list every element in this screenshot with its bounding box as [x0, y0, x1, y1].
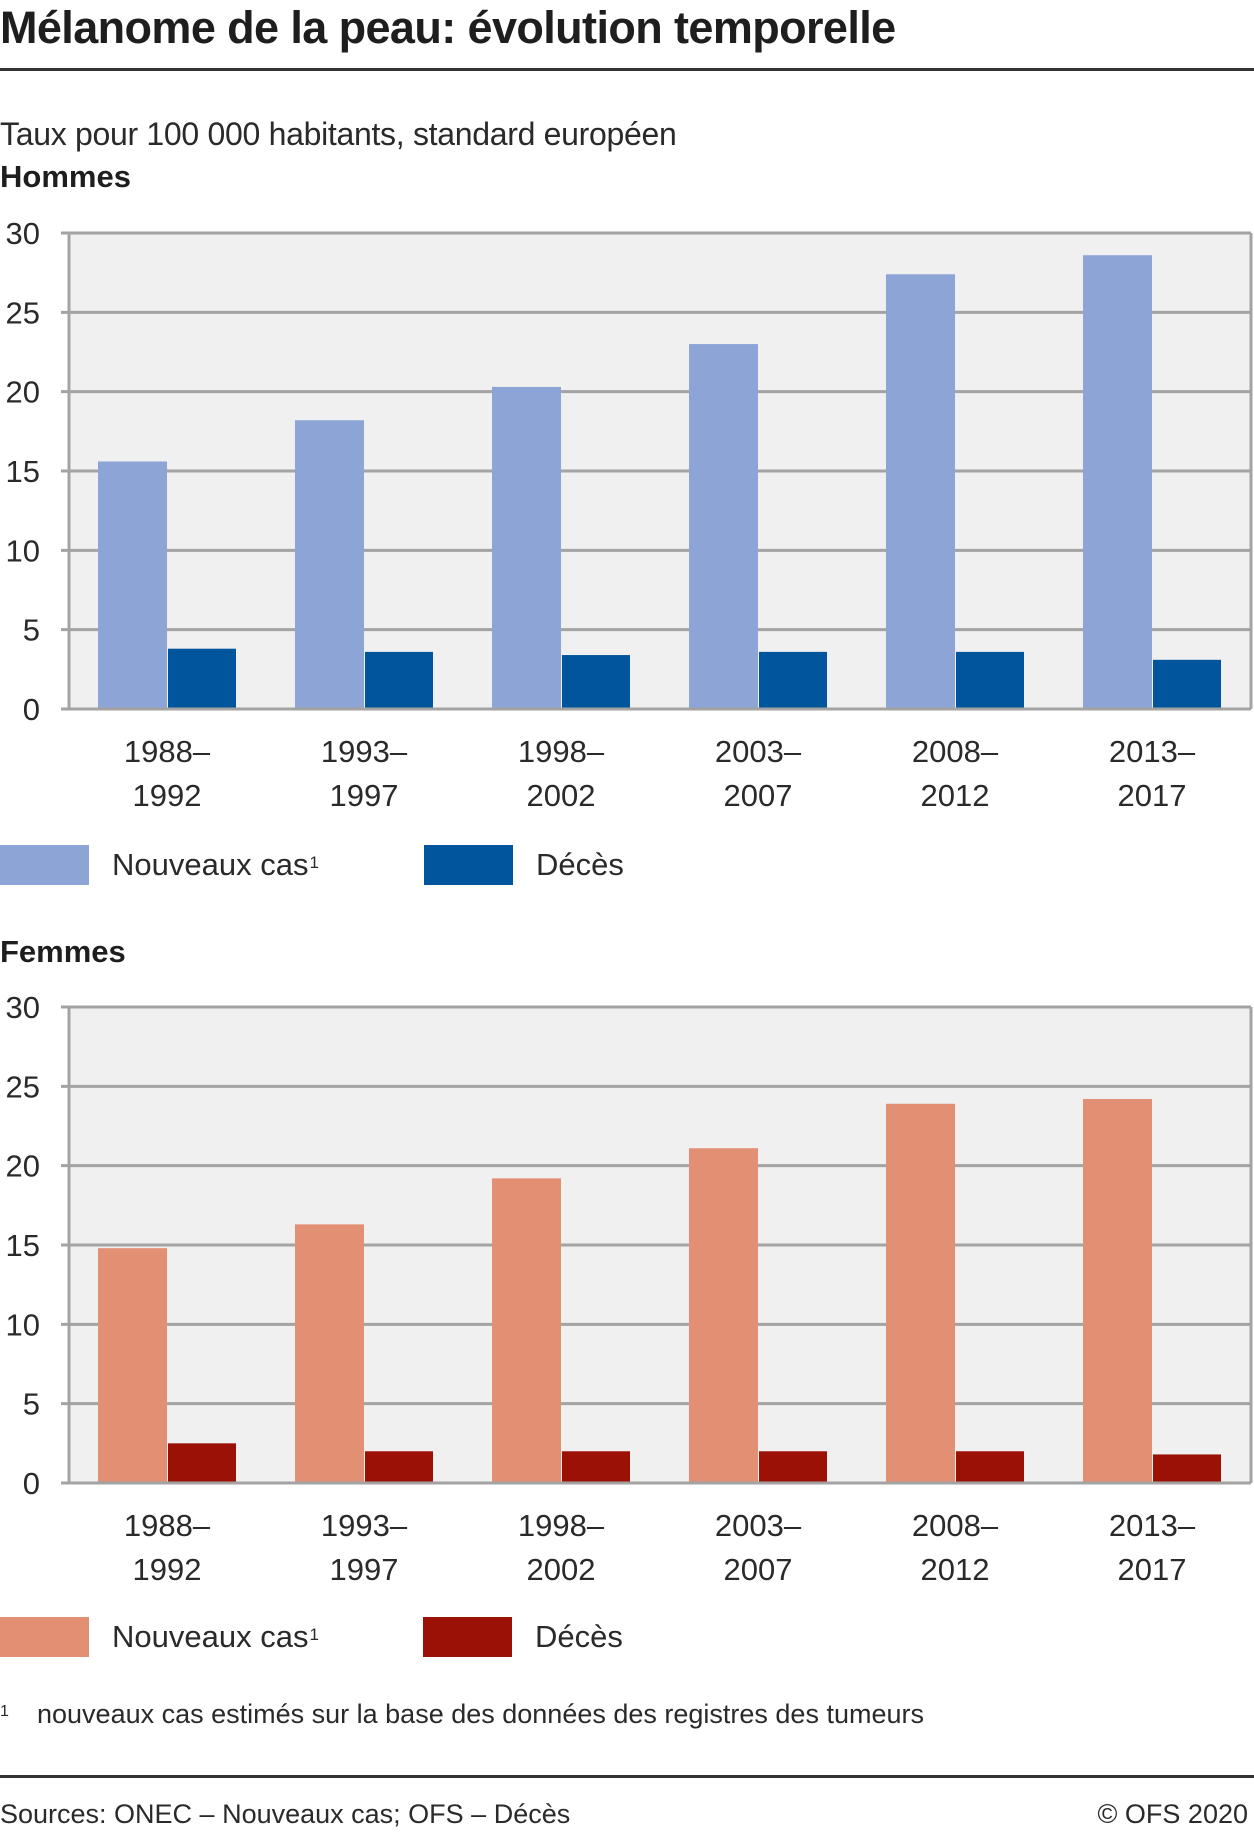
bar-deaths	[562, 655, 630, 708]
legend-text: Nouveaux cas	[112, 847, 309, 882]
y-tick-label: 30	[6, 216, 40, 251]
y-tick-label: 0	[23, 1466, 40, 1501]
footnote-ref: 1	[309, 1625, 319, 1644]
bar-new-cases	[886, 1103, 955, 1482]
x-category-label: 2003–	[715, 734, 802, 769]
chart-title: Mélanome de la peau: évolution temporell…	[0, 2, 896, 53]
x-category-label: 2008–	[912, 734, 999, 769]
x-category-label: 1998–	[518, 1508, 605, 1543]
x-category-label: 1993–	[321, 1508, 408, 1543]
bar-deaths	[1153, 659, 1221, 708]
footnote-text: nouveaux cas estimés sur la base des don…	[37, 1699, 924, 1729]
x-category-label: 2012	[921, 1552, 990, 1587]
x-category-label: 1998–	[518, 734, 605, 769]
y-tick-label: 10	[6, 1307, 40, 1342]
bar-new-cases	[886, 274, 955, 708]
footnote: 1 nouveaux cas estimés sur la base des d…	[0, 1697, 1254, 1731]
y-tick-label: 30	[6, 990, 40, 1025]
y-tick-label: 10	[6, 533, 40, 568]
y-tick-label: 0	[23, 692, 40, 727]
x-category-label: 2003–	[715, 1508, 802, 1543]
x-category-label: 2002	[527, 1552, 596, 1587]
bar-deaths	[956, 651, 1024, 708]
x-category-label: 2013–	[1109, 734, 1196, 769]
bar-new-cases	[492, 386, 561, 708]
legend-swatch-women-deaths	[423, 1617, 512, 1657]
y-tick-label: 5	[23, 1387, 40, 1422]
bar-new-cases	[1083, 1099, 1152, 1482]
legend-label-women-new: Nouveaux cas1	[112, 1617, 319, 1657]
legend-swatch-men-new	[0, 845, 89, 885]
x-category-label: 1988–	[124, 734, 211, 769]
x-category-label: 1997	[330, 778, 399, 813]
chart-subtitle: Taux pour 100 000 habitants, standard eu…	[0, 116, 677, 152]
legend-swatch-men-deaths	[424, 845, 513, 885]
bar-deaths	[168, 648, 236, 708]
legend-label-men-deaths: Décès	[536, 847, 624, 882]
legend-swatch-women-new	[0, 1617, 89, 1657]
legend-label-women-deaths: Décès	[535, 1619, 623, 1654]
title-rule	[0, 68, 1254, 71]
x-category-label: 2017	[1118, 778, 1187, 813]
copyright: © OFS 2020	[1097, 1799, 1248, 1829]
x-category-label: 2007	[724, 1552, 793, 1587]
x-category-label: 1992	[133, 778, 202, 813]
footnote-mark: 1	[0, 1703, 9, 1720]
y-tick-label: 15	[6, 454, 40, 489]
bar-deaths	[562, 1451, 630, 1482]
x-category-label: 2002	[527, 778, 596, 813]
bar-deaths	[365, 1451, 433, 1482]
y-tick-label: 25	[6, 1069, 40, 1104]
x-category-label: 2012	[921, 778, 990, 813]
bar-new-cases	[295, 1224, 364, 1482]
y-tick-label: 5	[23, 613, 40, 648]
footnote-ref: 1	[309, 853, 319, 872]
x-category-label: 2017	[1118, 1552, 1187, 1587]
footer-rule	[0, 1775, 1254, 1778]
bar-deaths	[759, 651, 827, 708]
legend-label-men-new: Nouveaux cas1	[112, 845, 319, 885]
x-category-label: 1988–	[124, 1508, 211, 1543]
y-tick-label: 20	[6, 1149, 40, 1184]
bar-new-cases	[1083, 255, 1152, 708]
x-category-label: 2013–	[1109, 1508, 1196, 1543]
x-category-label: 1992	[133, 1552, 202, 1587]
bar-deaths	[168, 1443, 236, 1482]
legend-women: Nouveaux cas1 Décès	[0, 1617, 700, 1657]
y-tick-label: 20	[6, 375, 40, 410]
bar-deaths	[1153, 1454, 1221, 1482]
bar-new-cases	[689, 1148, 758, 1482]
x-category-label: 2007	[724, 778, 793, 813]
bar-deaths	[759, 1451, 827, 1482]
bar-new-cases	[689, 344, 758, 708]
x-category-label: 1997	[330, 1552, 399, 1587]
panel-title-women: Femmes	[0, 934, 126, 969]
bar-new-cases	[295, 420, 364, 708]
bar-deaths	[956, 1451, 1024, 1482]
bar-new-cases	[98, 461, 167, 708]
legend-men: Nouveaux cas1 Décès	[0, 845, 700, 885]
bar-new-cases	[492, 1178, 561, 1482]
bar-deaths	[365, 651, 433, 708]
legend-text: Nouveaux cas	[112, 1619, 309, 1654]
y-tick-label: 25	[6, 295, 40, 330]
bar-new-cases	[98, 1248, 167, 1482]
sources: Sources: ONEC – Nouveaux cas; OFS – Décè…	[0, 1799, 571, 1829]
y-tick-label: 15	[6, 1228, 40, 1263]
x-category-label: 2008–	[912, 1508, 999, 1543]
x-category-label: 1993–	[321, 734, 408, 769]
panel-title-men: Hommes	[0, 159, 131, 194]
